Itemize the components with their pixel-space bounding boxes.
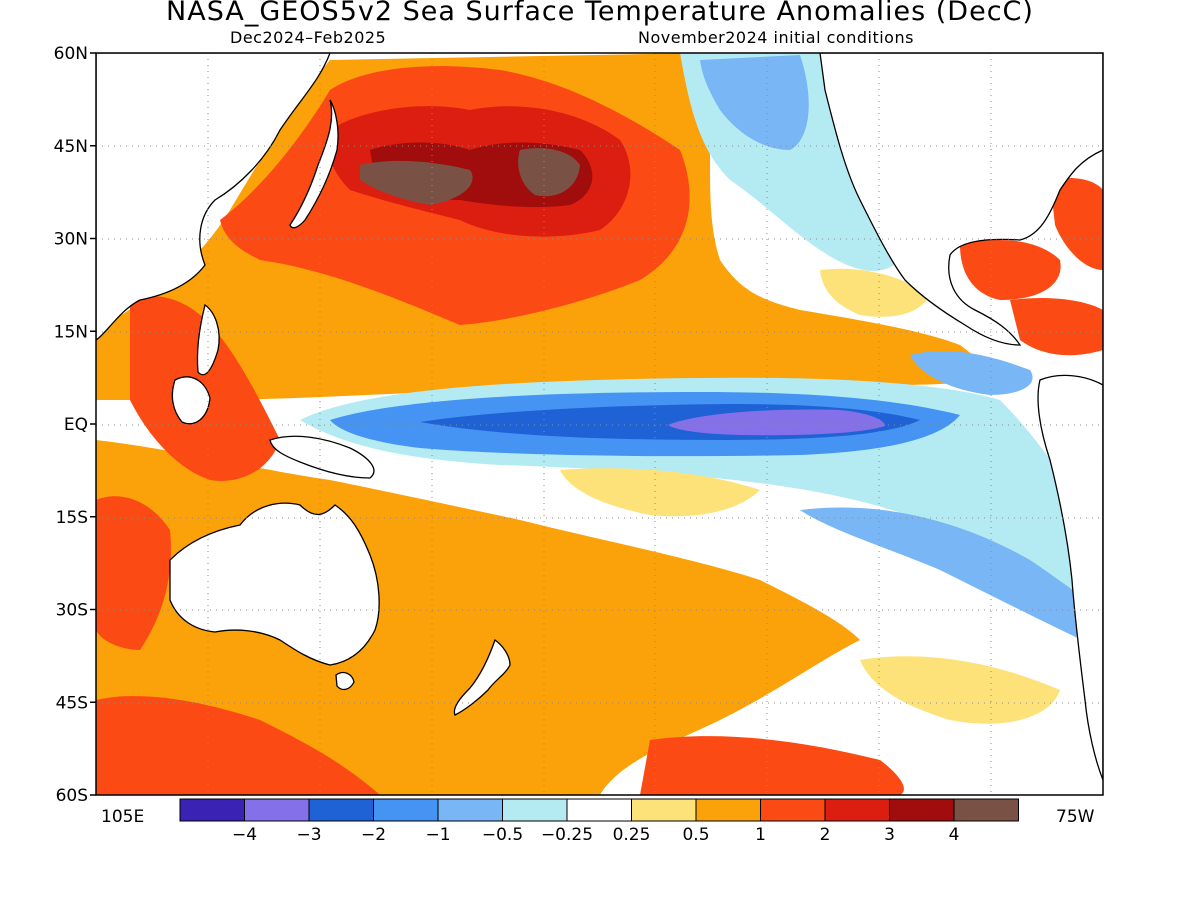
colorbar-swatch — [953, 798, 1019, 822]
latitude-label: EQ — [64, 415, 88, 435]
colorbar-label: −3 — [296, 825, 321, 845]
south-pacific-warm-band-2 — [380, 545, 760, 637]
colorbar-label: −4 — [232, 825, 257, 845]
colorbar-label: 1 — [755, 825, 766, 845]
borneo-landmass — [171, 376, 211, 425]
longitude-label-right: 75W — [1056, 807, 1095, 827]
latitude-label: 30N — [54, 230, 88, 250]
gulf-of-mexico-hot — [960, 240, 1061, 300]
map-title: NASA_GEOS5v2 Sea Surface Temperature Ano… — [166, 0, 1034, 27]
colorbar-label: −0.25 — [541, 825, 593, 845]
colorbar-label: 0.5 — [682, 825, 709, 845]
graticule — [96, 53, 1103, 795]
north-pacific-max-region — [360, 160, 473, 205]
initial-conditions: November2024 initial conditions — [638, 28, 914, 47]
south-pacific-light-warm — [560, 468, 760, 517]
tasmania-landmass — [335, 671, 355, 691]
equatorial-cold-core — [668, 409, 885, 436]
caribbean-hot — [1010, 298, 1103, 356]
colorbar-swatch — [373, 798, 439, 822]
latitude-axis: 60N 45N 30N 15N EQ 15S 30S 45S 60S — [54, 44, 96, 806]
colorbar-label: 3 — [884, 825, 895, 845]
northeast-pacific-cooler-region — [700, 55, 809, 150]
colorbar-swatch — [244, 798, 310, 822]
colorbar-swatch — [308, 798, 374, 822]
australia-landmass — [169, 502, 380, 666]
colorbar-swatch — [695, 798, 761, 822]
western-indian-ocean-hot — [96, 496, 171, 650]
colorbar-swatch — [437, 798, 503, 822]
latitude-label: 45S — [56, 693, 88, 713]
colorbar-label: −1 — [425, 825, 450, 845]
colorbar-label: 2 — [820, 825, 831, 845]
colorbar-swatch — [566, 798, 632, 822]
western-atlantic-hot — [1050, 178, 1103, 270]
colorbar-swatch — [179, 798, 245, 822]
land-masks — [96, 53, 1103, 781]
central-america-cool — [910, 350, 1033, 395]
asia-coast — [96, 53, 331, 341]
colorbar-swatch — [631, 798, 697, 822]
north-pacific-light-warm — [820, 268, 930, 317]
latitude-label: 45N — [54, 137, 88, 157]
latitude-label: 30S — [56, 601, 88, 621]
philippines-landmass — [196, 303, 220, 376]
new-zealand-landmass — [453, 638, 511, 716]
colorbar-swatch — [824, 798, 890, 822]
latitude-label: 60N — [54, 44, 88, 64]
japan-landmass — [289, 99, 339, 229]
southeast-pacific-cool-band — [800, 507, 1103, 650]
latitude-label: 60S — [56, 786, 88, 806]
colorbar-swatch — [760, 798, 826, 822]
colorbar-label: 0.25 — [613, 825, 651, 845]
colorbar: −4 −3 −2 −1 −0.5 −0.25 0.25 0.5 1 2 3 4 — [179, 798, 1019, 845]
north-america-landmass — [819, 53, 1103, 346]
colorbar-label: 4 — [949, 825, 960, 845]
colorbar-label: −0.5 — [482, 825, 523, 845]
latitude-label: 15S — [56, 508, 88, 528]
southern-ocean-hot — [96, 696, 380, 795]
north-pacific-max-region-2 — [518, 148, 580, 197]
new-guinea-landmass — [269, 435, 375, 479]
forecast-period: Dec2024–Feb2025 — [230, 28, 387, 47]
south-pacific-light-warm-2 — [860, 656, 1060, 724]
longitude-label-left: 105E — [101, 807, 144, 827]
colorbar-label: −2 — [361, 825, 386, 845]
colorbar-swatch — [502, 798, 568, 822]
latitude-label: 15N — [54, 322, 88, 342]
southern-ocean-hot-2 — [640, 736, 904, 795]
colorbar-swatch — [889, 798, 955, 822]
